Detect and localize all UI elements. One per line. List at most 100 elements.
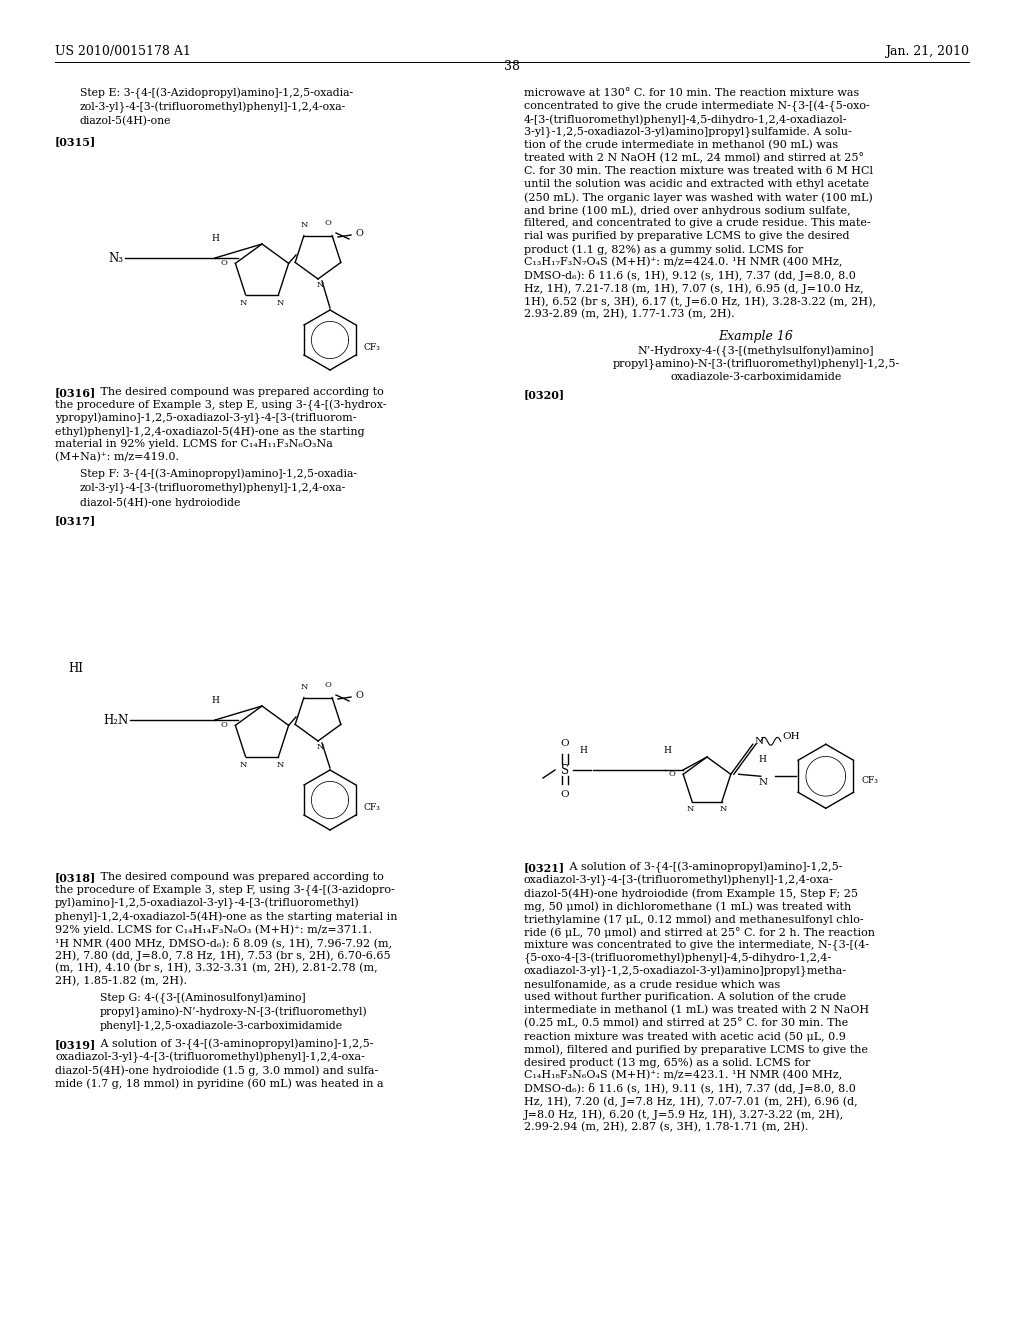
Text: ypropyl)amino]-1,2,5-oxadiazol-3-yl}-4-[3-(trifluorom-: ypropyl)amino]-1,2,5-oxadiazol-3-yl}-4-[… [55, 413, 356, 424]
Text: triethylamine (17 μL, 0.12 mmol) and methanesulfonyl chlo-: triethylamine (17 μL, 0.12 mmol) and met… [524, 913, 863, 924]
Text: until the solution was acidic and extracted with ethyl acetate: until the solution was acidic and extrac… [524, 180, 869, 189]
Text: OH: OH [782, 731, 801, 741]
Text: (250 mL). The organic layer was washed with water (100 mL): (250 mL). The organic layer was washed w… [524, 191, 872, 202]
Text: H₂N: H₂N [103, 714, 128, 726]
Text: N: N [755, 738, 764, 746]
Text: H: H [759, 755, 767, 764]
Text: ethyl)phenyl]-1,2,4-oxadiazol-5(4H)-one as the starting: ethyl)phenyl]-1,2,4-oxadiazol-5(4H)-one … [55, 426, 365, 437]
Text: O: O [356, 228, 364, 238]
Text: phenyl]-1,2,4-oxadiazol-5(4H)-one as the starting material in: phenyl]-1,2,4-oxadiazol-5(4H)-one as the… [55, 911, 397, 921]
Text: ride (6 μL, 70 μmol) and stirred at 25° C. for 2 h. The reaction: ride (6 μL, 70 μmol) and stirred at 25° … [524, 927, 874, 939]
Text: 1H), 6.52 (br s, 3H), 6.17 (t, J=6.0 Hz, 1H), 3.28-3.22 (m, 2H),: 1H), 6.52 (br s, 3H), 6.17 (t, J=6.0 Hz,… [524, 296, 876, 306]
Text: N: N [300, 682, 307, 690]
Text: [0316]: [0316] [55, 387, 96, 399]
Text: H: H [211, 696, 219, 705]
Text: A solution of 3-{4-[(3-aminopropyl)amino]-1,2,5-: A solution of 3-{4-[(3-aminopropyl)amino… [90, 1039, 374, 1051]
Text: N: N [687, 805, 694, 813]
Text: O: O [220, 721, 227, 730]
Text: treated with 2 N NaOH (12 mL, 24 mmol) and stirred at 25°: treated with 2 N NaOH (12 mL, 24 mmol) a… [524, 153, 864, 164]
Text: O: O [325, 681, 332, 689]
Text: oxadiazole-3-carboximidamide: oxadiazole-3-carboximidamide [671, 372, 842, 381]
Text: filtered, and concentrated to give a crude residue. This mate-: filtered, and concentrated to give a cru… [524, 218, 870, 228]
Text: N: N [759, 779, 768, 787]
Text: DMSO-d₆): δ 11.6 (s, 1H), 9.11 (s, 1H), 7.37 (dd, J=8.0, 8.0: DMSO-d₆): δ 11.6 (s, 1H), 9.11 (s, 1H), … [524, 1082, 856, 1094]
Text: nesulfonamide, as a crude residue which was: nesulfonamide, as a crude residue which … [524, 979, 780, 989]
Text: [0317]: [0317] [55, 515, 96, 525]
Text: used without further purification. A solution of the crude: used without further purification. A sol… [524, 993, 846, 1002]
Text: The desired compound was prepared according to: The desired compound was prepared accord… [90, 873, 384, 882]
Text: ¹H NMR (400 MHz, DMSO-d₆): δ 8.09 (s, 1H), 7.96-7.92 (m,: ¹H NMR (400 MHz, DMSO-d₆): δ 8.09 (s, 1H… [55, 937, 392, 948]
Text: DMSO-d₆): δ 11.6 (s, 1H), 9.12 (s, 1H), 7.37 (dd, J=8.0, 8.0: DMSO-d₆): δ 11.6 (s, 1H), 9.12 (s, 1H), … [524, 271, 856, 281]
Text: [0315]: [0315] [55, 136, 96, 147]
Text: CF₃: CF₃ [862, 776, 879, 785]
Text: phenyl]-1,2,5-oxadiazole-3-carboximidamide: phenyl]-1,2,5-oxadiazole-3-carboximidami… [100, 1020, 343, 1031]
Text: 4-[3-(trifluoromethyl)phenyl]-4,5-dihydro-1,2,4-oxadiazol-: 4-[3-(trifluoromethyl)phenyl]-4,5-dihydr… [524, 114, 848, 124]
Text: N: N [316, 281, 324, 289]
Text: (M+Na)⁺: m/z=419.0.: (M+Na)⁺: m/z=419.0. [55, 451, 179, 462]
Text: CF₃: CF₃ [364, 343, 381, 352]
Text: the procedure of Example 3, step F, using 3-{4-[(3-azidopro-: the procedure of Example 3, step F, usin… [55, 884, 394, 896]
Text: Step F: 3-{4-[(3-Aminopropyl)amino]-1,2,5-oxadia-: Step F: 3-{4-[(3-Aminopropyl)amino]-1,2,… [80, 469, 357, 480]
Text: O: O [669, 771, 675, 779]
Text: [0318]: [0318] [55, 873, 96, 883]
Text: H: H [211, 234, 219, 243]
Text: Hz, 1H), 7.21-7.18 (m, 1H), 7.07 (s, 1H), 6.95 (d, J=10.0 Hz,: Hz, 1H), 7.21-7.18 (m, 1H), 7.07 (s, 1H)… [524, 282, 863, 293]
Text: H: H [664, 746, 671, 755]
Text: propyl}amino)-N’-hydroxy-N-[3-(trifluoromethyl): propyl}amino)-N’-hydroxy-N-[3-(trifluoro… [100, 1007, 368, 1018]
Text: O: O [220, 259, 227, 268]
Text: The desired compound was prepared according to: The desired compound was prepared accord… [90, 387, 384, 397]
Text: mg, 50 μmol) in dichloromethane (1 mL) was treated with: mg, 50 μmol) in dichloromethane (1 mL) w… [524, 902, 851, 912]
Text: oxadiazol-3-yl}-4-[3-(trifluoromethyl)phenyl]-1,2,4-oxa-: oxadiazol-3-yl}-4-[3-(trifluoromethyl)ph… [55, 1052, 365, 1064]
Text: O: O [356, 690, 364, 700]
Text: N: N [276, 298, 284, 306]
Text: C₁₄H₁₈F₃N₆O₄S (M+H)⁺: m/z=423.1. ¹H NMR (400 MHz,: C₁₄H₁₈F₃N₆O₄S (M+H)⁺: m/z=423.1. ¹H NMR … [524, 1071, 843, 1080]
Text: {5-oxo-4-[3-(trifluoromethyl)phenyl]-4,5-dihydro-1,2,4-: {5-oxo-4-[3-(trifluoromethyl)phenyl]-4,5… [524, 953, 833, 965]
Text: 38: 38 [504, 59, 520, 73]
Text: product (1.1 g, 82%) as a gummy solid. LCMS for: product (1.1 g, 82%) as a gummy solid. L… [524, 244, 803, 255]
Text: mide (1.7 g, 18 mmol) in pyridine (60 mL) was heated in a: mide (1.7 g, 18 mmol) in pyridine (60 mL… [55, 1078, 384, 1089]
Text: zol-3-yl}-4-[3-(trifluoromethyl)phenyl]-1,2,4-oxa-: zol-3-yl}-4-[3-(trifluoromethyl)phenyl]-… [80, 483, 346, 495]
Text: N: N [300, 220, 307, 228]
Text: concentrated to give the crude intermediate N-{3-[(4-{5-oxo-: concentrated to give the crude intermedi… [524, 102, 869, 112]
Text: propyl}amino)-N-[3-(trifluoromethyl)phenyl]-1,2,5-: propyl}amino)-N-[3-(trifluoromethyl)phen… [612, 359, 900, 371]
Text: 2H), 1.85-1.82 (m, 2H).: 2H), 1.85-1.82 (m, 2H). [55, 975, 187, 986]
Text: oxadiazol-3-yl}-1,2,5-oxadiazol-3-yl)amino]propyl}metha-: oxadiazol-3-yl}-1,2,5-oxadiazol-3-yl)ami… [524, 966, 847, 977]
Text: Step E: 3-{4-[(3-Azidopropyl)amino]-1,2,5-oxadia-: Step E: 3-{4-[(3-Azidopropyl)amino]-1,2,… [80, 88, 353, 99]
Text: microwave at 130° C. for 10 min. The reaction mixture was: microwave at 130° C. for 10 min. The rea… [524, 88, 859, 98]
Text: [0320]: [0320] [524, 389, 565, 400]
Text: desired product (13 mg, 65%) as a solid. LCMS for: desired product (13 mg, 65%) as a solid.… [524, 1057, 810, 1068]
Text: the procedure of Example 3, step E, using 3-{4-[(3-hydrox-: the procedure of Example 3, step E, usin… [55, 400, 386, 412]
Text: Hz, 1H), 7.20 (d, J=7.8 Hz, 1H), 7.07-7.01 (m, 2H), 6.96 (d,: Hz, 1H), 7.20 (d, J=7.8 Hz, 1H), 7.07-7.… [524, 1096, 858, 1106]
Text: N: N [240, 298, 247, 306]
Text: 3-yl}-1,2,5-oxadiazol-3-yl)amino]propyl}sulfamide. A solu-: 3-yl}-1,2,5-oxadiazol-3-yl)amino]propyl}… [524, 127, 852, 139]
Text: tion of the crude intermediate in methanol (90 mL) was: tion of the crude intermediate in methan… [524, 140, 838, 150]
Text: H: H [579, 746, 587, 755]
Text: C₁₃H₁₇F₃N₇O₄S (M+H)⁺: m/z=424.0. ¹H NMR (400 MHz,: C₁₃H₁₇F₃N₇O₄S (M+H)⁺: m/z=424.0. ¹H NMR … [524, 257, 843, 268]
Text: N₃: N₃ [108, 252, 123, 264]
Text: oxadiazol-3-yl}-4-[3-(trifluoromethyl)phenyl]-1,2,4-oxa-: oxadiazol-3-yl}-4-[3-(trifluoromethyl)ph… [524, 875, 834, 886]
Text: S: S [561, 763, 569, 776]
Text: diazol-5(4H)-one: diazol-5(4H)-one [80, 116, 171, 127]
Text: N: N [276, 760, 284, 768]
Text: N: N [240, 760, 247, 768]
Text: N’-Hydroxy-4-({3-[(methylsulfonyl)amino]: N’-Hydroxy-4-({3-[(methylsulfonyl)amino] [638, 346, 874, 358]
Text: (m, 1H), 4.10 (br s, 1H), 3.32-3.31 (m, 2H), 2.81-2.78 (m,: (m, 1H), 4.10 (br s, 1H), 3.32-3.31 (m, … [55, 964, 378, 973]
Text: O: O [325, 219, 332, 227]
Text: diazol-5(4H)-one hydroiodide (from Example 15, Step F; 25: diazol-5(4H)-one hydroiodide (from Examp… [524, 888, 858, 899]
Text: CF₃: CF₃ [364, 804, 381, 813]
Text: rial was purified by preparative LCMS to give the desired: rial was purified by preparative LCMS to… [524, 231, 850, 242]
Text: O: O [561, 789, 569, 799]
Text: pyl)amino]-1,2,5-oxadiazol-3-yl}-4-[3-(trifluoromethyl): pyl)amino]-1,2,5-oxadiazol-3-yl}-4-[3-(t… [55, 898, 359, 909]
Text: 2.93-2.89 (m, 2H), 1.77-1.73 (m, 2H).: 2.93-2.89 (m, 2H), 1.77-1.73 (m, 2H). [524, 309, 734, 319]
Text: [0319]: [0319] [55, 1039, 96, 1049]
Text: mixture was concentrated to give the intermediate, N-{3-[(4-: mixture was concentrated to give the int… [524, 940, 869, 952]
Text: 92% yield. LCMS for C₁₄H₁₄F₃N₆O₃ (M+H)⁺: m/z=371.1.: 92% yield. LCMS for C₁₄H₁₄F₃N₆O₃ (M+H)⁺:… [55, 924, 372, 935]
Text: 2.99-2.94 (m, 2H), 2.87 (s, 3H), 1.78-1.71 (m, 2H).: 2.99-2.94 (m, 2H), 2.87 (s, 3H), 1.78-1.… [524, 1122, 808, 1133]
Text: A solution of 3-{4-[(3-aminopropyl)amino]-1,2,5-: A solution of 3-{4-[(3-aminopropyl)amino… [559, 862, 843, 874]
Text: [0321]: [0321] [524, 862, 565, 873]
Text: O: O [561, 739, 569, 748]
Text: and brine (100 mL), dried over anhydrous sodium sulfate,: and brine (100 mL), dried over anhydrous… [524, 205, 851, 215]
Text: C. for 30 min. The reaction mixture was treated with 6 M HCl: C. for 30 min. The reaction mixture was … [524, 166, 873, 176]
Text: Example 16: Example 16 [719, 330, 794, 343]
Text: Step G: 4-({3-[(Aminosulfonyl)amino]: Step G: 4-({3-[(Aminosulfonyl)amino] [100, 993, 305, 1005]
